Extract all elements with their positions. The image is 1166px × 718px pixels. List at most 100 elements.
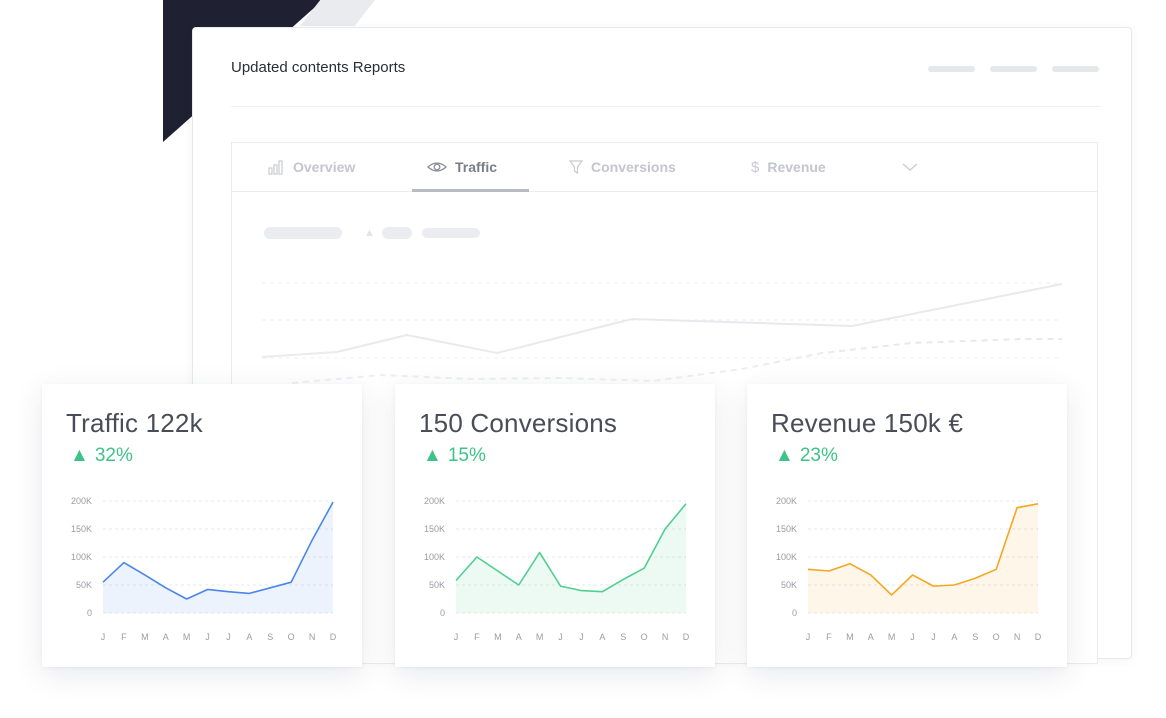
placeholder-menu-item	[928, 66, 975, 72]
y-tick-label: 50K	[76, 580, 92, 590]
x-tick-label: S	[267, 632, 273, 642]
active-tab-indicator	[412, 189, 529, 192]
x-tick-label: A	[599, 632, 605, 642]
series-area	[808, 503, 1038, 613]
y-tick-label: 0	[792, 608, 797, 618]
x-tick-label: J	[558, 632, 563, 642]
change-value: 23%	[799, 445, 838, 466]
conversions-chart: 200K 150K 100K 50K 0 J F M A M J J A S O N D	[424, 496, 690, 642]
x-tick-label: M	[141, 632, 149, 642]
x-tick-label: M	[536, 632, 544, 642]
x-tick-label: J	[101, 632, 106, 642]
dollar-icon: $	[751, 158, 760, 176]
y-tick-label: 100K	[71, 552, 92, 562]
x-tick-label: O	[993, 632, 1000, 642]
y-tick-label: 100K	[424, 552, 445, 562]
x-tick-label: A	[246, 632, 252, 642]
bar-chart-icon	[268, 159, 283, 175]
x-tick-label: D	[330, 632, 337, 642]
up-arrow-icon: ▲	[423, 445, 442, 466]
x-tick-label: J	[205, 632, 210, 642]
x-tick-label: J	[226, 632, 231, 642]
series-line	[807, 503, 1039, 596]
x-tick-label: J	[910, 632, 915, 642]
tab-bar: Overview Traffic Conversions $ Revenue	[232, 143, 1097, 192]
x-tick-label: J	[579, 632, 584, 642]
y-tick-label: 0	[87, 608, 92, 618]
x-tick-label: D	[1035, 632, 1042, 642]
series-line	[102, 501, 334, 600]
card-change: ▲ 32%	[70, 445, 133, 467]
placeholder-label	[422, 228, 480, 238]
card-title: 150 Conversions	[419, 408, 618, 438]
traffic-chart: 200K 150K 100K 50K 0 J F M A M J J A S O N D	[71, 496, 337, 642]
x-tick-label: J	[806, 632, 811, 642]
revenue-card: Revenue 150k € ▲ 23% 200K 150K 100K 50K 0 J F M…	[747, 384, 1067, 667]
x-tick-label: O	[288, 632, 295, 642]
tab-overview-label: Overview	[293, 159, 356, 175]
x-tick-label: O	[641, 632, 648, 642]
x-tick-label: A	[868, 632, 874, 642]
change-value: 15%	[447, 445, 486, 466]
placeholder-value	[264, 227, 342, 239]
placeholder-change	[382, 227, 412, 239]
series-area	[103, 502, 333, 613]
x-tick-label: S	[972, 632, 978, 642]
y-tick-label: 200K	[776, 496, 797, 506]
tab-revenue[interactable]: $ Revenue	[751, 143, 826, 191]
placeholder-menu-item	[1052, 66, 1099, 72]
placeholder-menu-item	[990, 66, 1037, 72]
x-tick-label: M	[183, 632, 191, 642]
revenue-chart: 200K 150K 100K 50K 0 J F M A M J J A S O N D	[776, 496, 1042, 642]
x-tick-label: A	[163, 632, 169, 642]
tab-revenue-label: Revenue	[767, 159, 826, 175]
y-tick-label: 0	[440, 608, 445, 618]
x-tick-label: F	[826, 632, 832, 642]
up-arrow-icon: ▲	[775, 445, 794, 466]
x-tick-label: N	[309, 632, 316, 642]
x-tick-label: J	[454, 632, 459, 642]
change-value: 32%	[94, 445, 133, 466]
tab-traffic-label: Traffic	[455, 159, 498, 175]
tab-traffic[interactable]: Traffic	[427, 143, 497, 191]
x-tick-label: F	[474, 632, 480, 642]
series-area	[456, 503, 686, 613]
x-tick-label: J	[931, 632, 936, 642]
y-tick-label: 50K	[429, 580, 445, 590]
more-tabs-dropdown[interactable]	[902, 143, 918, 191]
conversions-card: 150 Conversions ▲ 15% 200K 150K 100K 50K 0 J F…	[395, 384, 715, 667]
traffic-card: Traffic 122k ▲ 32% 200K 150K 100K 50K 0 J F M A M…	[42, 384, 362, 667]
tab-overview[interactable]: Overview	[268, 143, 355, 191]
card-change: ▲ 15%	[423, 445, 486, 467]
x-tick-label: A	[951, 632, 957, 642]
series-line	[455, 503, 687, 593]
x-tick-label: A	[516, 632, 522, 642]
y-tick-label: 100K	[776, 552, 797, 562]
y-tick-label: 200K	[424, 496, 445, 506]
y-tick-label: 150K	[424, 524, 445, 534]
x-tick-label: M	[846, 632, 854, 642]
placeholder-up-arrow: ▲	[364, 227, 375, 239]
card-change: ▲ 23%	[775, 445, 838, 467]
y-tick-label: 200K	[71, 496, 92, 506]
y-tick-label: 150K	[776, 524, 797, 534]
eye-icon	[427, 162, 447, 172]
x-tick-label: S	[620, 632, 626, 642]
x-tick-label: N	[662, 632, 669, 642]
x-tick-label: N	[1014, 632, 1021, 642]
x-tick-label: M	[494, 632, 502, 642]
funnel-icon	[569, 159, 583, 174]
tab-conversions-label: Conversions	[591, 159, 676, 175]
x-tick-label: M	[888, 632, 896, 642]
up-arrow-icon: ▲	[70, 445, 89, 466]
tab-conversions[interactable]: Conversions	[569, 143, 676, 191]
card-title: Traffic 122k	[66, 408, 203, 438]
y-tick-label: 50K	[781, 580, 797, 590]
chevron-down-icon	[902, 163, 918, 171]
report-divider	[231, 106, 1101, 107]
card-title: Revenue 150k €	[771, 408, 964, 438]
y-tick-label: 150K	[71, 524, 92, 534]
x-tick-label: D	[683, 632, 690, 642]
report-title: Updated contents Reports	[231, 59, 406, 76]
x-tick-label: F	[121, 632, 127, 642]
